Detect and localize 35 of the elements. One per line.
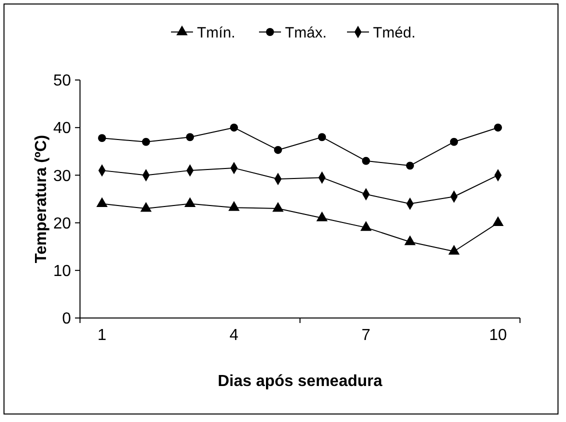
point — [230, 124, 238, 132]
point — [492, 216, 504, 226]
y-tick-label: 10 — [53, 263, 72, 280]
x-tick-label: 4 — [230, 327, 239, 344]
y-tick-label: 30 — [53, 168, 72, 185]
point — [98, 134, 106, 142]
point — [140, 202, 152, 212]
legend-label: Tméd. — [373, 24, 416, 42]
x-tick-label: 1 — [98, 327, 107, 344]
point — [406, 162, 414, 170]
point — [184, 197, 196, 208]
point — [318, 133, 326, 142]
y-tick-label: 50 — [53, 72, 72, 90]
point — [448, 244, 460, 255]
point — [142, 138, 150, 146]
point — [494, 124, 502, 132]
point — [316, 212, 328, 222]
y-axis-title: Temperatura (ºC) — [33, 134, 50, 264]
y-tick-label: 40 — [53, 120, 72, 138]
point — [186, 133, 194, 142]
y-tick-label: 20 — [53, 215, 72, 232]
x-tick-label: 7 — [362, 327, 371, 344]
y-tick-label: 0 — [62, 310, 72, 328]
legend-label: Tmín. — [197, 24, 236, 42]
point — [274, 146, 282, 154]
point — [228, 201, 240, 211]
point — [360, 221, 372, 231]
x-tick-label: 10 — [489, 327, 507, 344]
point — [96, 197, 108, 208]
legend-label: Tmáx. — [285, 24, 327, 42]
point — [272, 202, 284, 212]
point — [404, 235, 416, 246]
point — [362, 156, 370, 165]
point — [450, 138, 458, 146]
x-axis-title: Dias após semeadura — [218, 373, 382, 390]
